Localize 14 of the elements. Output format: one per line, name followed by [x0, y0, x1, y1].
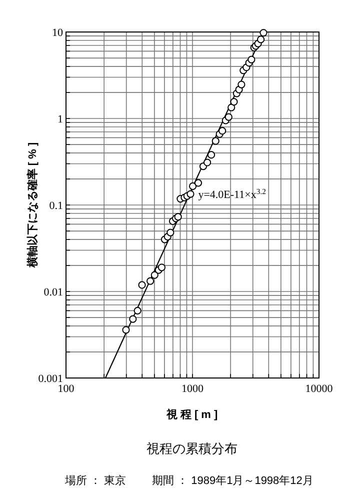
- y-tick-label: 1: [58, 114, 63, 126]
- annotation: y=4.0E-11×x$^{3.2}$: [198, 186, 266, 202]
- y-tick-label: 0.1: [49, 200, 63, 212]
- y-axis-title: 横軸以下になる確率 [ % ]: [26, 142, 39, 269]
- y-tick-label: 0.01: [44, 286, 63, 298]
- text: 期間 ： 1989年1月～1998年12月: [152, 475, 314, 487]
- text: 場所 ： 東京: [64, 474, 126, 487]
- text: 視程の累積分布: [146, 441, 238, 456]
- x-tick-label: 100: [58, 383, 75, 395]
- x-tick-label: 10000: [305, 383, 334, 395]
- x-axis-title: 視 程 [ m ]: [165, 408, 218, 421]
- y-tick-label: 10: [52, 27, 64, 39]
- y-tick-label: 0.001: [38, 373, 63, 385]
- x-tick-label: 1000: [182, 383, 204, 395]
